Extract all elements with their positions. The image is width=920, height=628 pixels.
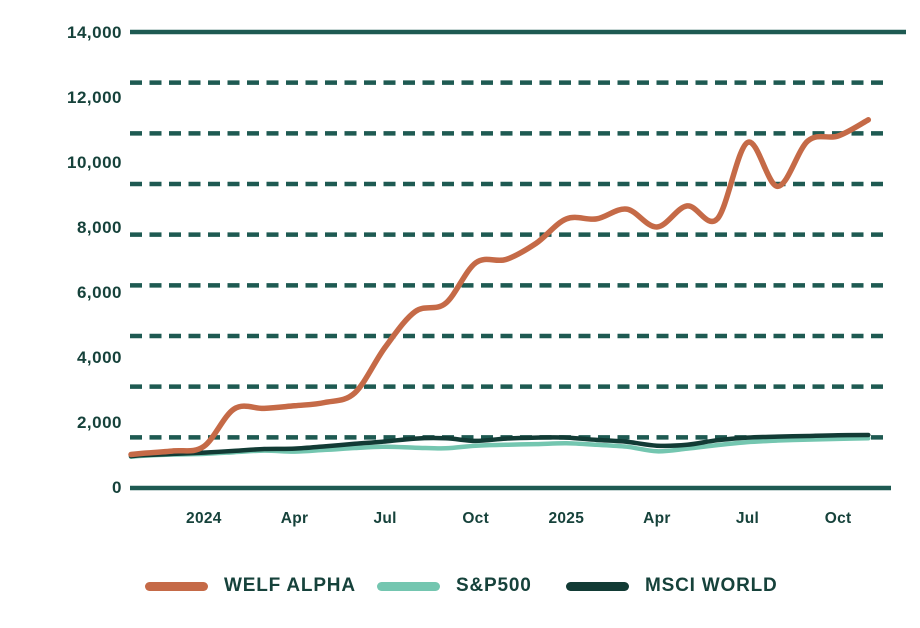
- y-axis-tick-label: 14,000: [67, 23, 122, 42]
- legend-item-welf-alpha: WELF ALPHA: [145, 572, 356, 600]
- welf-alpha-swatch: [145, 581, 208, 591]
- x-axis-tick-label: Jul: [373, 510, 396, 527]
- y-axis-tick-label: 2,000: [77, 413, 122, 432]
- y-axis-tick-label: 6,000: [77, 283, 122, 302]
- x-axis-tick-label: Oct: [825, 510, 852, 527]
- x-axis-tick-label: 2024: [186, 510, 222, 527]
- x-axis-tick-label: Jul: [736, 510, 759, 527]
- msci-world-line: [128, 432, 871, 459]
- y-axis-tick-label: 8,000: [77, 218, 122, 237]
- legend-item-sp500: S&P500: [377, 572, 532, 600]
- x-axis-tick-label: 2025: [548, 510, 584, 527]
- welf-alpha-label: WELF ALPHA: [224, 575, 356, 596]
- y-axis-tick-label: 10,000: [67, 153, 122, 172]
- x-axis-tick-label: Oct: [462, 510, 489, 527]
- chart-legend: WELF ALPHA S&P500 MSCI WORLD: [0, 572, 920, 600]
- msci-world-label: MSCI WORLD: [645, 575, 778, 596]
- msci-world-swatch: [566, 581, 629, 591]
- y-axis-tick-label: 0: [112, 478, 122, 497]
- legend-item-msci-world: MSCI WORLD: [566, 572, 778, 600]
- y-axis-tick-label: 12,000: [67, 88, 122, 107]
- x-axis-tick-label: Apr: [281, 510, 309, 527]
- welf-alpha-line: [128, 117, 872, 458]
- x-axis-tick-label: Apr: [643, 510, 671, 527]
- sp500-swatch: [377, 581, 440, 591]
- sp500-label: S&P500: [456, 575, 532, 596]
- y-axis-tick-label: 4,000: [77, 348, 122, 367]
